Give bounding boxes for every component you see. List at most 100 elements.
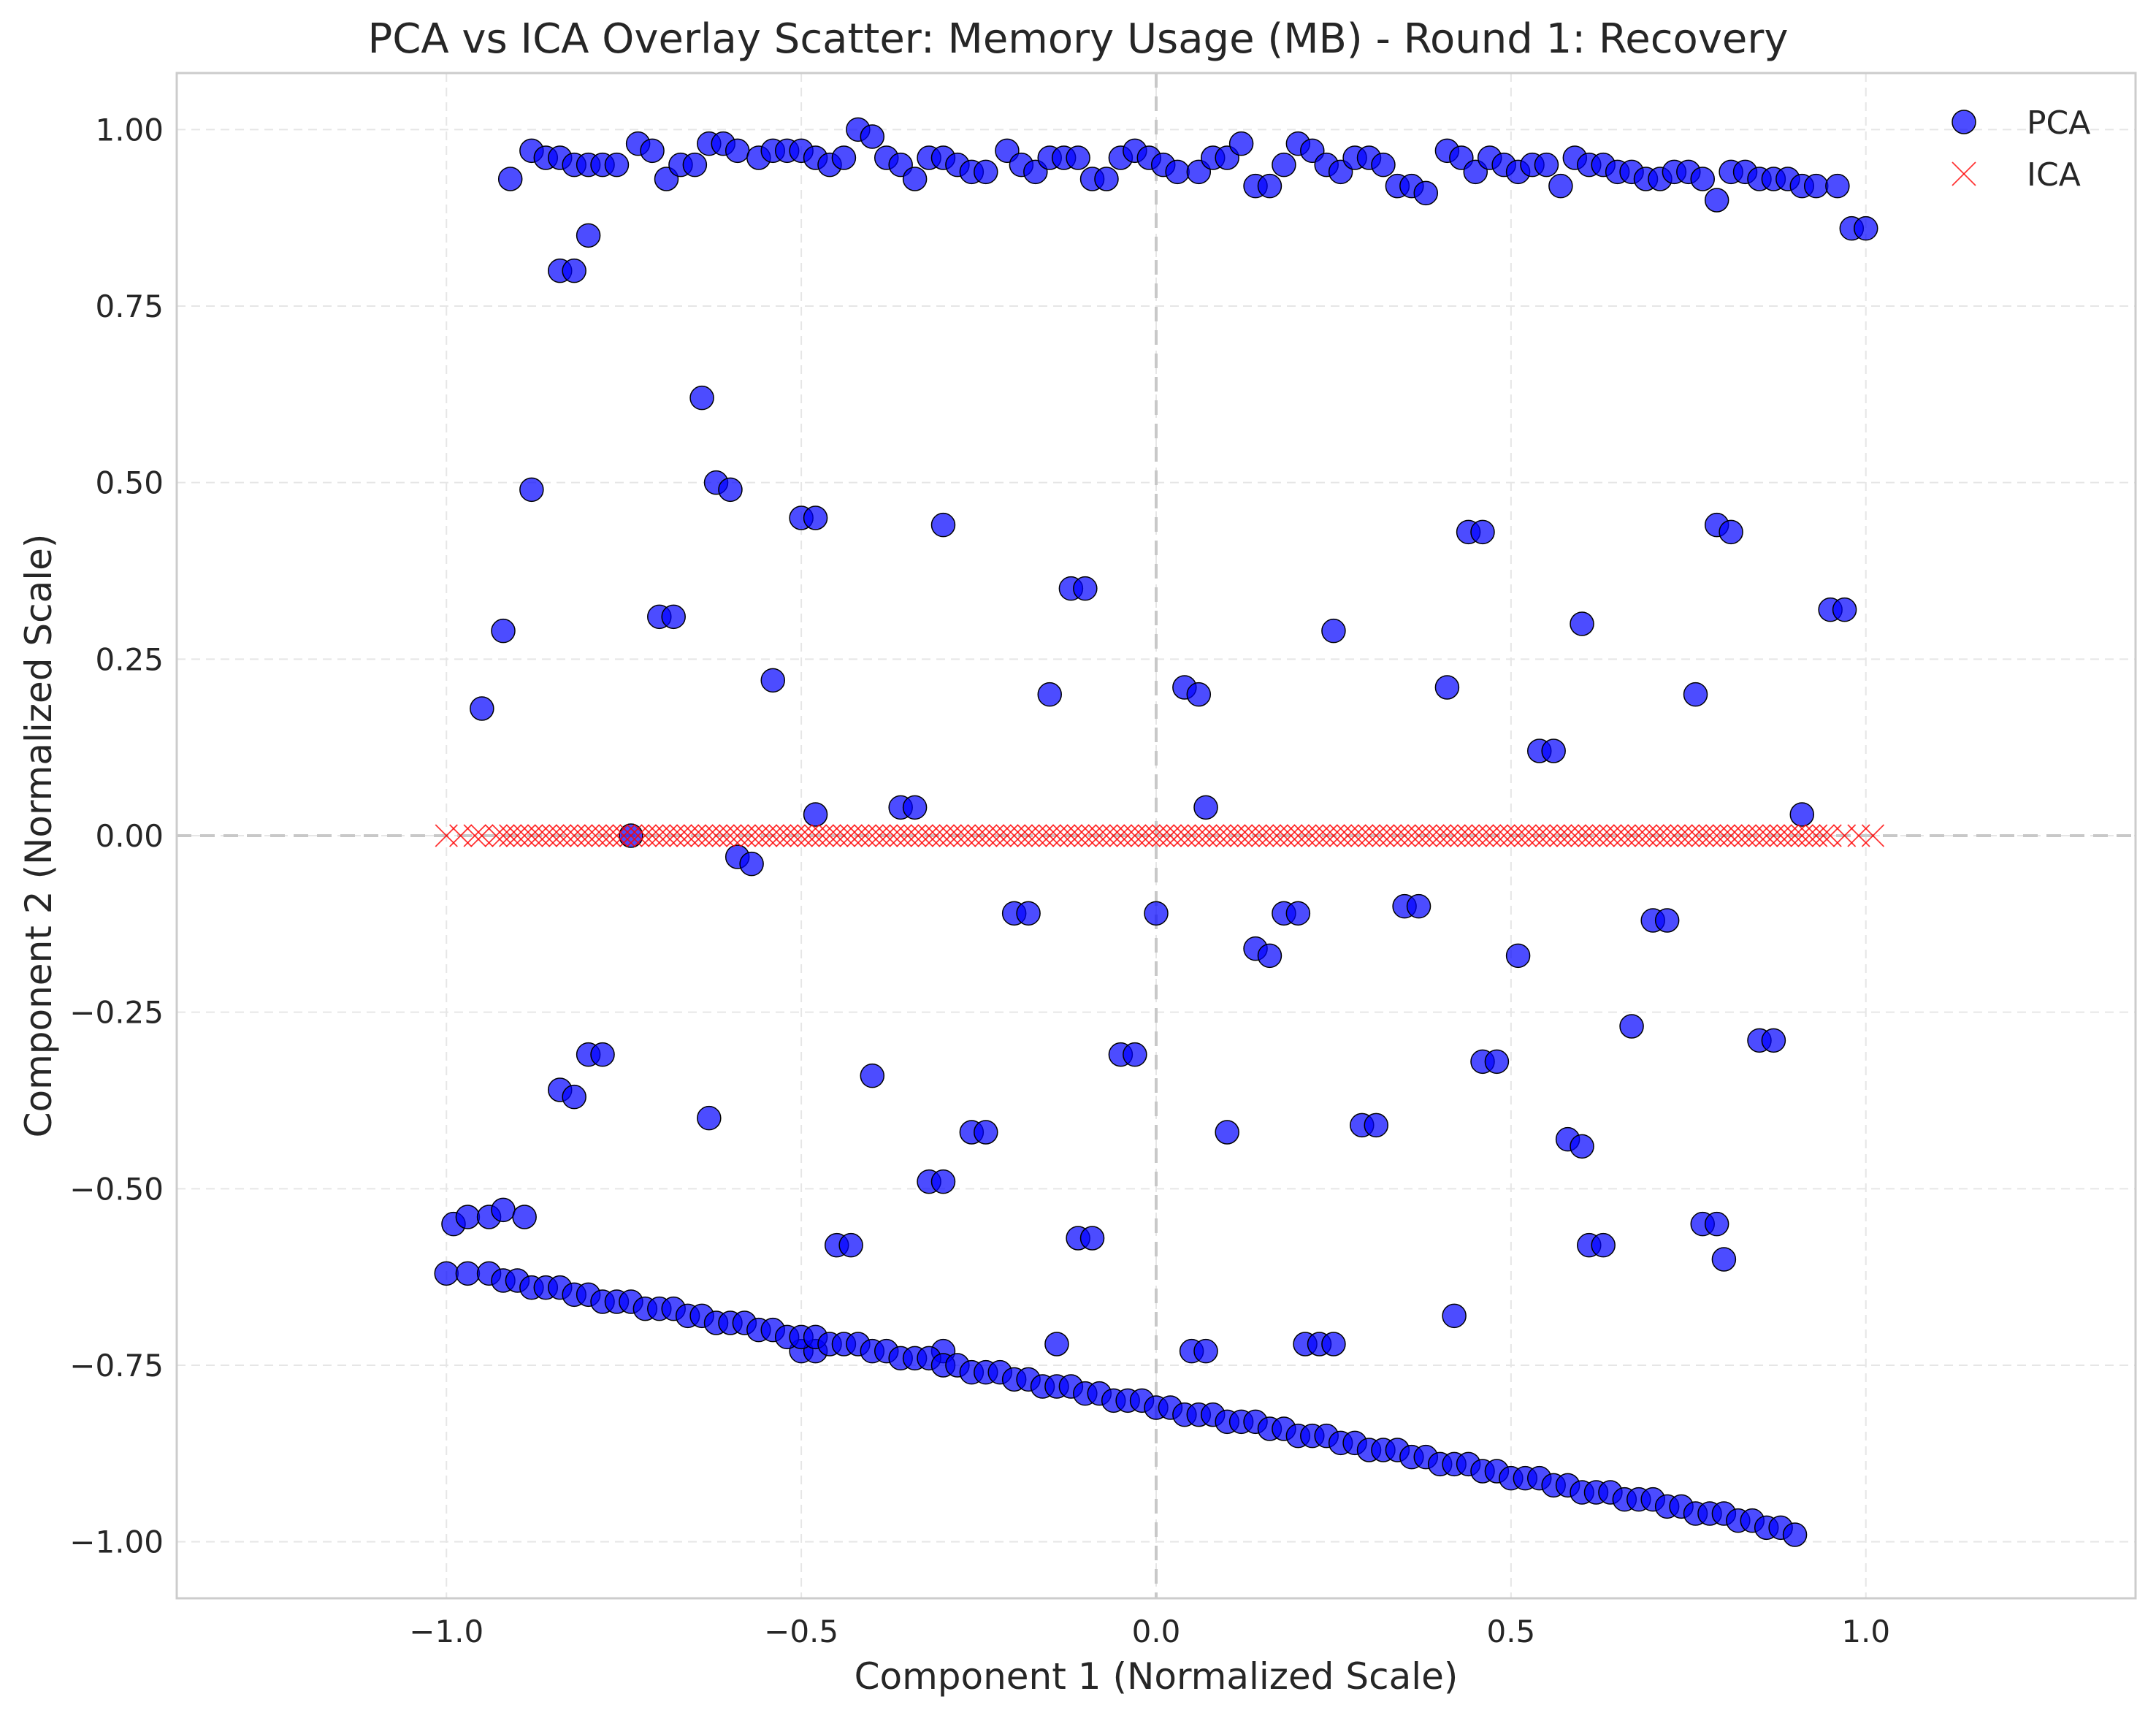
pca-point [1619,1014,1644,1039]
pca-point [1044,1332,1069,1356]
legend-pca-marker [1952,110,1976,134]
pca-point [974,159,998,185]
pca-series [434,117,1878,1547]
plot-frame [175,72,2137,1600]
pca-point [1073,576,1098,601]
y-axis-label: Component 2 (Normalized Scale) [18,534,60,1138]
pca-point [455,1261,481,1286]
pca-point [838,1232,863,1258]
pca-point [491,1197,516,1223]
pca-point [1654,908,1680,933]
legend: PCA ICA [1952,104,2090,194]
pca-point [1193,1338,1218,1364]
pca-point [1321,618,1346,644]
pca-point [1782,1522,1808,1547]
pca-point [1719,519,1743,545]
pca-point [1570,1134,1594,1159]
pca-point [1704,1211,1729,1237]
legend-pca-label: PCA [2027,104,2090,142]
ica-point [463,824,486,847]
pca-point [1690,167,1715,191]
y-tick-label: −0.50 [69,1171,164,1207]
pca-point [590,1042,615,1067]
pca-point [1123,1042,1147,1067]
pca-point [974,1120,998,1145]
pca-point [697,1105,722,1131]
pca-point [1434,675,1460,700]
ica-point [1861,824,1885,847]
y-tick-label: 1.00 [95,112,164,148]
pca-point [1066,145,1090,170]
y-tick-label: 0.75 [95,289,164,324]
pca-point [803,802,828,827]
pca-point [803,505,828,530]
pca-point [1371,152,1396,178]
pca-point [491,618,516,644]
pca-point [1165,159,1190,185]
pca-point [1257,943,1282,969]
x-axis-label: Component 1 (Normalized Scale) [855,1655,1459,1698]
pca-point [661,604,686,630]
pca-point [576,223,601,248]
pca-point [902,795,928,820]
y-tick-label: −0.75 [69,1348,164,1384]
pca-point [831,145,857,170]
ica-series [435,824,1885,847]
x-tick-label: 0.5 [1486,1614,1535,1649]
pca-point [562,258,586,283]
pca-point [455,1205,481,1229]
pca-point [519,477,544,503]
pca-point [1541,739,1566,763]
pca-point [1803,173,1829,199]
pca-point [497,167,523,191]
x-tick-label: 1.0 [1841,1614,1890,1649]
x-tick-label: 0.0 [1132,1614,1181,1649]
pca-point [1825,173,1850,199]
ica-point [1811,824,1835,847]
pca-point [860,124,885,149]
pca-point [1144,901,1169,926]
pca-point [1534,152,1559,178]
pca-point [470,696,494,721]
pca-point [1548,173,1573,199]
pca-point [640,138,665,164]
legend-ica-label: ICA [2027,156,2081,194]
pca-point [1683,682,1708,707]
pca-point [1832,597,1857,622]
x-axis-ticks: −1.0 −0.5 0.0 0.5 1.0 [409,1614,1890,1649]
pca-point [1789,802,1815,827]
y-tick-label: 0.50 [95,465,164,501]
pca-point [1470,519,1495,545]
pca-point [1193,795,1218,820]
pca-point [1591,1232,1616,1258]
pca-point [1406,893,1431,919]
y-tick-label: −0.25 [69,995,164,1031]
pca-point [512,1205,537,1229]
pca-point [1413,180,1439,206]
x-tick-label: −1.0 [409,1614,483,1649]
pca-point [739,851,764,877]
pca-point [1257,173,1282,199]
pca-point [1321,1332,1346,1356]
pca-point [1570,611,1594,636]
y-tick-label: −1.00 [69,1525,164,1560]
legend-ica-marker [1952,161,1976,186]
pca-point [1094,167,1119,191]
pca-point [1228,131,1254,156]
pca-point [1272,152,1296,178]
pca-point [1037,682,1062,707]
pca-point [682,152,708,178]
chart-title: PCA vs ICA Overlay Scatter: Memory Usage… [367,15,1788,63]
y-tick-label: 0.00 [95,818,164,854]
pca-point [930,1169,956,1194]
pca-point [725,138,750,164]
pca-point [1186,682,1212,707]
pca-point [1704,188,1729,213]
pca-point [1215,1120,1239,1145]
pca-point [1285,901,1311,926]
pca-point [1853,215,1878,241]
pca-point [760,668,786,693]
